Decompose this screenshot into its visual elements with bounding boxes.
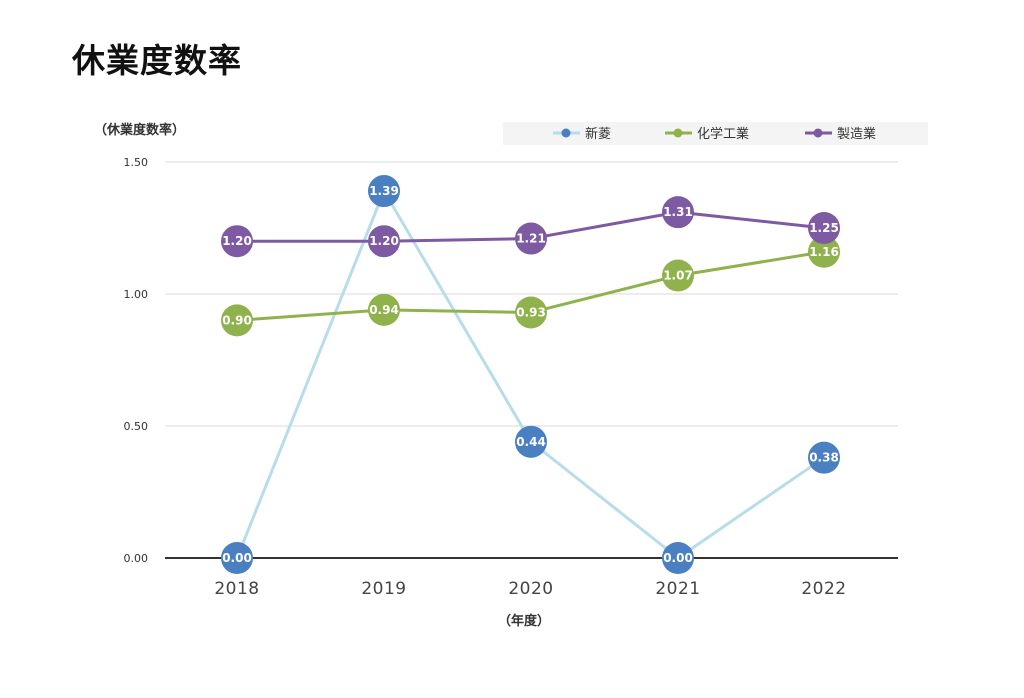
legend-background — [503, 122, 928, 145]
y-tick-label: 1.00 — [124, 288, 149, 301]
data-label: 1.16 — [809, 245, 839, 259]
label-layer: 0.00 1.39 0.44 0.00 0.38 0.90 0.94 0.93 1.07 1.16… — [221, 175, 840, 574]
y-tick-label: 1.50 — [124, 156, 149, 169]
data-point — [368, 225, 400, 258]
data-label: 0.90 — [222, 313, 252, 327]
legend-label: 化学工業 — [697, 126, 749, 142]
legend-marker — [673, 128, 683, 138]
data-label: 0.44 — [516, 435, 546, 449]
data-label: 0.00 — [663, 551, 693, 565]
data-point — [662, 196, 694, 229]
legend: 新菱 化学工業 製造業 — [503, 122, 928, 145]
data-label: 0.93 — [516, 305, 546, 319]
x-tick-label: 2022 — [801, 579, 846, 599]
data-label: 0.94 — [369, 303, 399, 317]
legend-label: 製造業 — [837, 126, 876, 142]
data-label: 1.39 — [369, 184, 399, 198]
data-label: 1.20 — [222, 234, 252, 248]
data-point — [368, 293, 400, 326]
data-label: 1.07 — [663, 269, 693, 283]
y-tick-label: 0.50 — [124, 420, 149, 433]
x-tick-label: 2020 — [508, 579, 553, 599]
x-tick-label: 2019 — [361, 579, 406, 599]
data-point — [221, 304, 253, 337]
x-tick-label: 2018 — [214, 579, 259, 599]
data-point — [515, 296, 547, 329]
data-point — [515, 222, 547, 255]
grid-layer — [165, 161, 898, 427]
page-title: 休業度数率 — [72, 41, 242, 80]
data-label: 0.00 — [222, 551, 252, 565]
data-point — [808, 212, 840, 244]
data-point — [662, 259, 694, 292]
axis-layer: 0.00 0.50 1.00 1.50 2018 2019 2020 2021 2022 — [124, 156, 898, 599]
x-tick-label: 2021 — [655, 579, 700, 599]
data-label: 1.31 — [663, 205, 693, 219]
legend-label: 新菱 — [585, 126, 611, 142]
data-point — [808, 441, 840, 474]
data-point — [515, 425, 547, 458]
y-axis-label: （休業度数率） — [94, 122, 185, 138]
legend-marker — [813, 128, 823, 138]
data-label: 1.25 — [809, 221, 839, 235]
data-point — [221, 225, 253, 258]
data-point — [368, 175, 400, 208]
legend-marker — [561, 128, 571, 138]
x-axis-label: （年度） — [498, 613, 550, 629]
data-point — [221, 542, 253, 574]
y-tick-label: 0.00 — [124, 552, 149, 565]
data-point — [662, 542, 694, 574]
data-label: 0.38 — [809, 451, 839, 465]
data-label: 1.20 — [369, 234, 399, 248]
data-label: 1.21 — [516, 232, 546, 246]
data-point — [808, 235, 840, 268]
